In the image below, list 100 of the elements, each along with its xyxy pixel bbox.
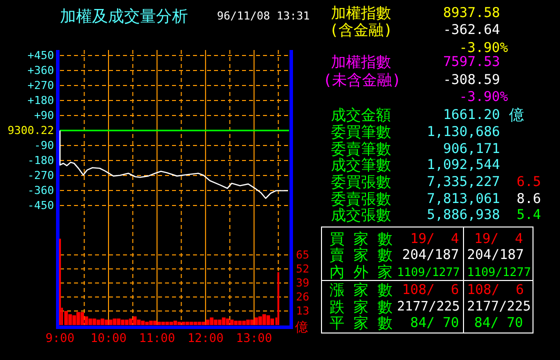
text: 委買張數 xyxy=(331,173,391,191)
bar xyxy=(222,317,226,325)
y-tick-label: +270 xyxy=(28,79,54,92)
text: 成交張數 xyxy=(331,206,391,224)
text: 2177/225 xyxy=(467,300,531,314)
text: 成交筆數 xyxy=(331,156,391,174)
text: 成交金額 xyxy=(331,106,391,124)
bar xyxy=(242,320,246,325)
text: 委賣張數 xyxy=(331,190,391,208)
bar xyxy=(76,312,80,325)
y-tick-label: +90 xyxy=(34,109,54,122)
text: 億 xyxy=(509,106,524,124)
y2-tick-label: 26 xyxy=(296,290,310,304)
text: 買 家 數 xyxy=(329,230,393,248)
bar xyxy=(137,320,141,325)
text: 賣 家 數 xyxy=(329,246,393,264)
bar xyxy=(100,318,104,325)
text: 19/ 4 xyxy=(474,231,523,247)
text: 8.6 xyxy=(516,191,541,207)
y-tick-label: +360 xyxy=(28,64,54,77)
text: 跌 家 數 xyxy=(329,298,393,316)
x-tick-label: 13:00 xyxy=(236,331,272,345)
text: 204/187 xyxy=(402,247,459,263)
y-tick-label: -270 xyxy=(28,169,54,182)
x-tick-label: 10:00 xyxy=(90,331,127,345)
text: 8937.58 xyxy=(443,5,500,21)
bar xyxy=(258,316,262,325)
text: 19/ 4 xyxy=(410,231,459,247)
text: 7,813,061 xyxy=(426,191,500,207)
bar xyxy=(149,320,153,325)
text: 1,092,544 xyxy=(426,157,500,173)
y2-axis-title: 億 xyxy=(295,320,308,336)
chart-subtitle: 96/11/08 13:31 xyxy=(217,10,310,22)
bar xyxy=(202,322,206,325)
bar xyxy=(262,314,266,325)
text: 7597.53 xyxy=(443,54,500,70)
bar xyxy=(124,320,129,325)
text: -3.90% xyxy=(459,40,508,56)
bar xyxy=(210,317,214,325)
bar xyxy=(141,320,145,325)
bar xyxy=(218,320,222,325)
y-tick-label: +450 xyxy=(28,49,54,62)
y-tick-label: -360 xyxy=(28,184,54,197)
text: 108/ 6 xyxy=(402,282,459,298)
text: 5.4 xyxy=(516,207,541,223)
y2-tick-label: 13 xyxy=(296,304,310,318)
text: (含金融) xyxy=(329,21,393,39)
text: 6.5 xyxy=(516,174,541,190)
text: 84/ 70 xyxy=(474,315,523,331)
text: 委賣筆數 xyxy=(331,140,391,158)
bar xyxy=(145,322,149,325)
bar xyxy=(214,320,218,325)
bar xyxy=(96,320,100,325)
y2-tick-label: 65 xyxy=(296,248,310,262)
bar xyxy=(153,320,157,325)
text: 1109/1277 xyxy=(467,265,531,279)
text: 204/187 xyxy=(467,247,524,263)
y2-tick-label: 52 xyxy=(296,262,310,276)
bar xyxy=(80,312,84,325)
x-tick-label: 9:00 xyxy=(46,331,74,345)
text: 5,886,938 xyxy=(426,207,500,223)
bar xyxy=(68,314,72,325)
text: 委買筆數 xyxy=(331,123,391,141)
bar xyxy=(173,320,178,325)
bar xyxy=(64,310,68,325)
bar xyxy=(226,318,230,325)
text: 108/ 6 xyxy=(467,282,524,298)
x-tick-label: 11:00 xyxy=(138,331,176,345)
bar xyxy=(112,318,116,325)
bar xyxy=(84,316,88,325)
text: 906,171 xyxy=(443,141,500,157)
bar xyxy=(254,317,258,325)
text: 9300.22 xyxy=(8,124,54,137)
bar xyxy=(238,320,242,325)
y2-tick-label: 39 xyxy=(296,276,310,290)
line-series xyxy=(59,130,289,199)
bar xyxy=(108,320,112,325)
bar xyxy=(128,318,133,325)
text: 1109/1277 xyxy=(397,265,460,279)
text: 1661.20 xyxy=(443,107,500,123)
bar xyxy=(266,315,270,325)
y-tick-label: +180 xyxy=(28,94,54,107)
bar xyxy=(92,318,96,325)
y-tick-label: -90 xyxy=(34,139,54,152)
bar xyxy=(88,318,92,325)
bar xyxy=(72,315,76,325)
text: 內 外 家 xyxy=(329,263,393,281)
text: 2177/225 xyxy=(397,300,460,314)
text: 7,335,227 xyxy=(426,174,500,190)
text: 漲 家 數 xyxy=(329,281,393,299)
x-tick-label: 12:00 xyxy=(187,331,224,345)
y-tick-label: -180 xyxy=(28,154,54,167)
bar xyxy=(116,318,120,325)
bar xyxy=(230,320,234,325)
text: -308.59 xyxy=(443,72,500,88)
text: (未含金融) xyxy=(322,71,402,89)
bar xyxy=(270,318,274,325)
bar xyxy=(198,322,202,325)
text: -362.64 xyxy=(443,22,500,38)
y-tick-label: -450 xyxy=(28,199,54,212)
